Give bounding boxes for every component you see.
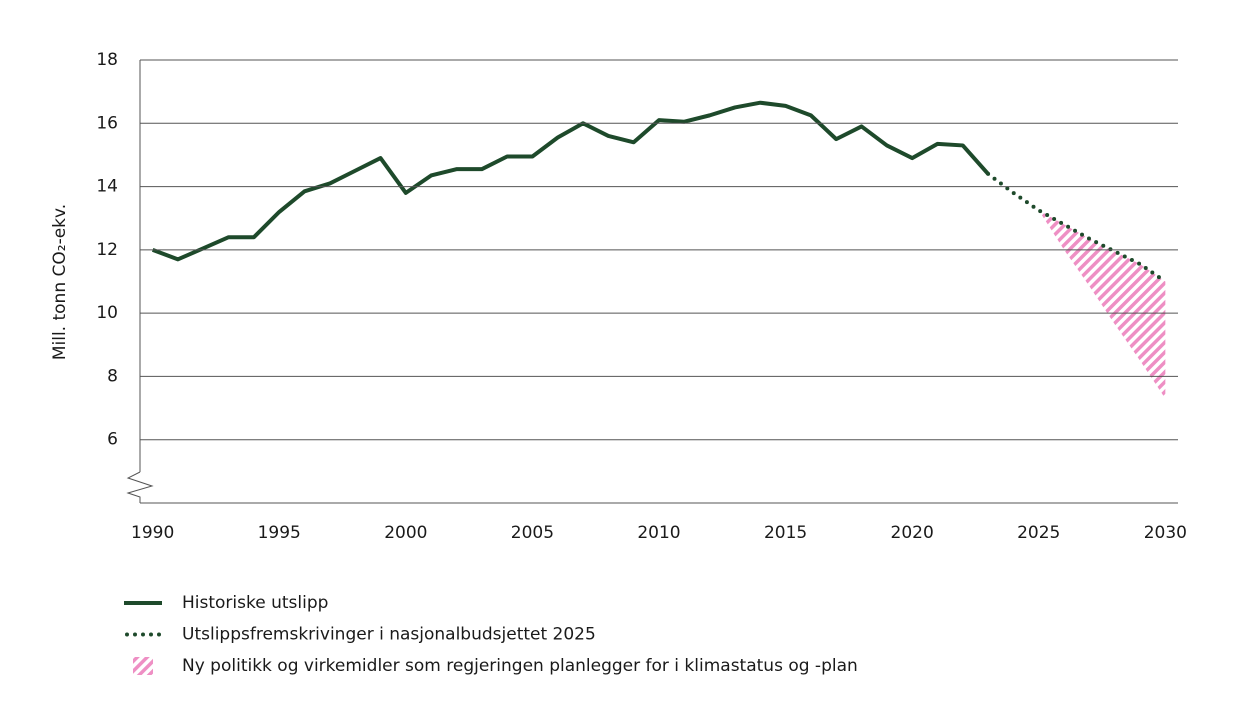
y-tick-label: 10 (96, 303, 118, 323)
x-tick-label: 2000 (384, 523, 427, 543)
x-tick-label: 2025 (1017, 523, 1060, 543)
y-axis-label: Mill. tonn CO₂-ekv. (50, 204, 70, 360)
y-tick-label: 12 (96, 240, 118, 260)
legend-label: Historiske utslipp (182, 593, 328, 613)
y-tick-label: 6 (107, 430, 118, 450)
x-tick-label: 2030 (1144, 523, 1187, 543)
y-tick-label: 8 (107, 366, 118, 386)
x-tick-label: 2010 (637, 523, 680, 543)
x-tick-label: 2005 (511, 523, 554, 543)
y-tick-label: 14 (96, 177, 118, 197)
legend-label: Ny politikk og virkemidler som regjering… (182, 656, 858, 676)
x-tick-label: 2020 (891, 523, 934, 543)
axis-break (126, 471, 154, 503)
legend-swatch (133, 657, 153, 675)
projection-line (986, 171, 1168, 284)
history-line (151, 100, 990, 262)
y-tick-label: 18 (96, 50, 118, 70)
forecast-area (1038, 210, 1166, 399)
x-tick-label: 1990 (131, 523, 174, 543)
legend-label: Utslippsfremskrivinger i nasjonalbudsjet… (182, 625, 596, 645)
y-tick-label: 16 (96, 113, 118, 133)
x-tick-label: 2015 (764, 523, 807, 543)
x-tick-label: 1995 (258, 523, 301, 543)
